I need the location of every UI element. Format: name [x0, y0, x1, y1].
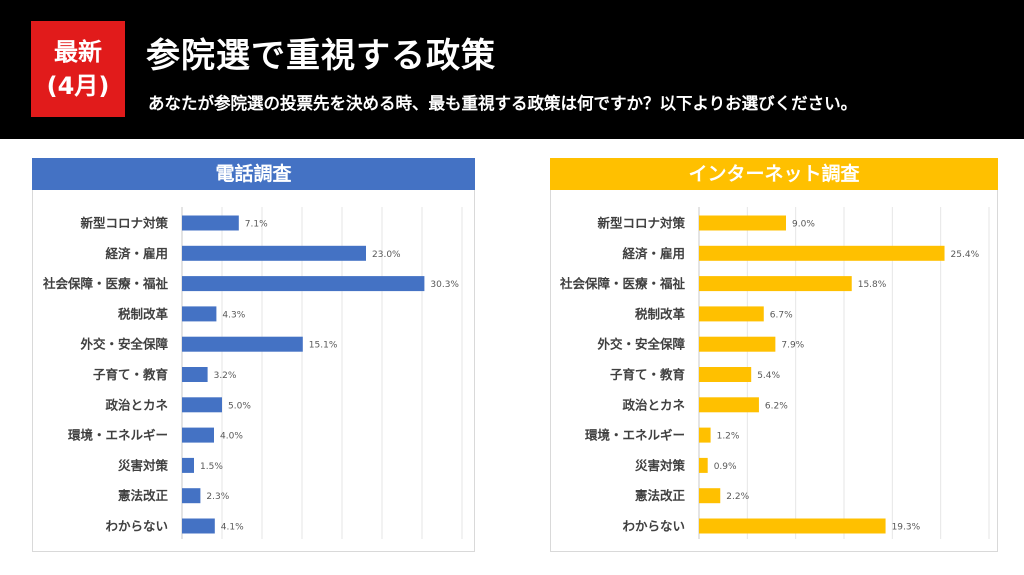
data-label: 30.3% — [430, 280, 459, 290]
category-label: わからない — [622, 519, 685, 534]
category-label: 政治とカネ — [622, 397, 685, 412]
internet-survey-chart: 新型コロナ対策 9.0% 経済・雇用 25.4% 社会保障・医療・福祉 15.8% 税制改革… — [559, 207, 990, 539]
data-label: 9.0% — [792, 220, 815, 230]
category-label: 環境・エネルギー — [68, 428, 168, 443]
category-label: 子育て・教育 — [93, 367, 169, 382]
bar — [699, 457, 708, 473]
page-subtitle: あなたが参院選の投票先を決める時、最も重視する政策は何ですか？以下よりお選びくだ… — [148, 94, 858, 113]
data-label: 4.3% — [222, 310, 245, 320]
internet-survey-panel: インターネット調査 新型コロナ対策 9.0% 経済・雇用 25.4% 社会保障・医療・福… — [550, 158, 998, 552]
bar — [699, 397, 759, 413]
data-label: 7.9% — [781, 341, 804, 351]
bar — [699, 488, 721, 504]
category-label: 税制改革 — [635, 306, 686, 321]
bar — [182, 276, 425, 292]
bar — [182, 306, 217, 322]
bar — [182, 427, 214, 443]
data-label: 5.4% — [757, 371, 780, 381]
data-label: 15.1% — [309, 341, 338, 351]
category-label: 憲法改正 — [634, 488, 686, 503]
category-label: 税制改革 — [118, 306, 169, 321]
category-label: 経済・雇用 — [622, 246, 685, 261]
bar — [699, 276, 852, 292]
phone-survey-panel: 電話調査 新型コロナ対策 7.1% 経済・雇用 23.0% 社会保障・医療・福祉 30.3… — [32, 158, 475, 552]
category-label: 災害対策 — [117, 458, 169, 473]
data-label: 4.1% — [221, 523, 244, 533]
category-label: 災害対策 — [634, 458, 686, 473]
category-label: 政治とカネ — [105, 397, 168, 412]
bar — [699, 367, 752, 382]
bar — [699, 518, 886, 534]
category-label: 社会保障・医療・福祉 — [559, 276, 686, 291]
bar — [699, 336, 776, 352]
data-label: 3.2% — [214, 371, 237, 381]
bar — [699, 306, 764, 322]
bar — [182, 367, 208, 382]
category-label: わからない — [105, 519, 168, 534]
bar — [182, 397, 222, 413]
category-label: 憲法改正 — [117, 488, 169, 503]
badge-line-1: 最新 — [54, 38, 102, 66]
phone-survey-title: 電話調査 — [32, 158, 475, 190]
bar — [182, 215, 239, 231]
category-label: 新型コロナ対策 — [80, 216, 168, 231]
data-label: 5.0% — [228, 401, 251, 411]
data-label: 7.1% — [245, 220, 268, 230]
data-label: 19.3% — [892, 523, 921, 533]
badge-line-2: (4月) — [46, 72, 110, 100]
header-bar: 最新 (4月) 参院選で重視する政策 あなたが参院選の投票先を決める時、最も重視… — [0, 0, 1024, 139]
category-label: 社会保障・医療・福祉 — [42, 276, 169, 291]
bar — [182, 488, 201, 504]
data-label: 6.2% — [765, 401, 788, 411]
category-label: 子育て・教育 — [610, 367, 686, 382]
data-label: 6.7% — [770, 310, 793, 320]
data-label: 25.4% — [951, 250, 980, 260]
bar — [699, 215, 786, 231]
data-label: 1.5% — [200, 462, 223, 472]
category-label: 経済・雇用 — [105, 246, 168, 261]
bar — [182, 245, 366, 261]
category-label: 外交・安全保障 — [596, 337, 685, 352]
data-label: 1.2% — [717, 432, 740, 442]
bar — [182, 518, 215, 534]
category-label: 環境・エネルギー — [585, 428, 685, 443]
category-label: 新型コロナ対策 — [597, 216, 685, 231]
data-label: 2.2% — [726, 492, 749, 502]
phone-survey-chart: 新型コロナ対策 7.1% 経済・雇用 23.0% 社会保障・医療・福祉 30.3% 税制改革… — [42, 207, 463, 539]
bar — [182, 457, 194, 473]
data-label: 23.0% — [372, 250, 401, 260]
data-label: 0.9% — [714, 462, 737, 472]
bar — [182, 336, 303, 352]
data-label: 4.0% — [220, 432, 243, 442]
latest-badge: 最新 (4月) — [31, 21, 125, 117]
data-label: 2.3% — [206, 492, 229, 502]
internet-survey-title: インターネット調査 — [550, 158, 998, 190]
page-title: 参院選で重視する政策 — [146, 36, 496, 76]
category-label: 外交・安全保障 — [79, 337, 168, 352]
data-label: 15.8% — [858, 280, 887, 290]
bar — [699, 245, 945, 261]
bar — [699, 427, 711, 443]
